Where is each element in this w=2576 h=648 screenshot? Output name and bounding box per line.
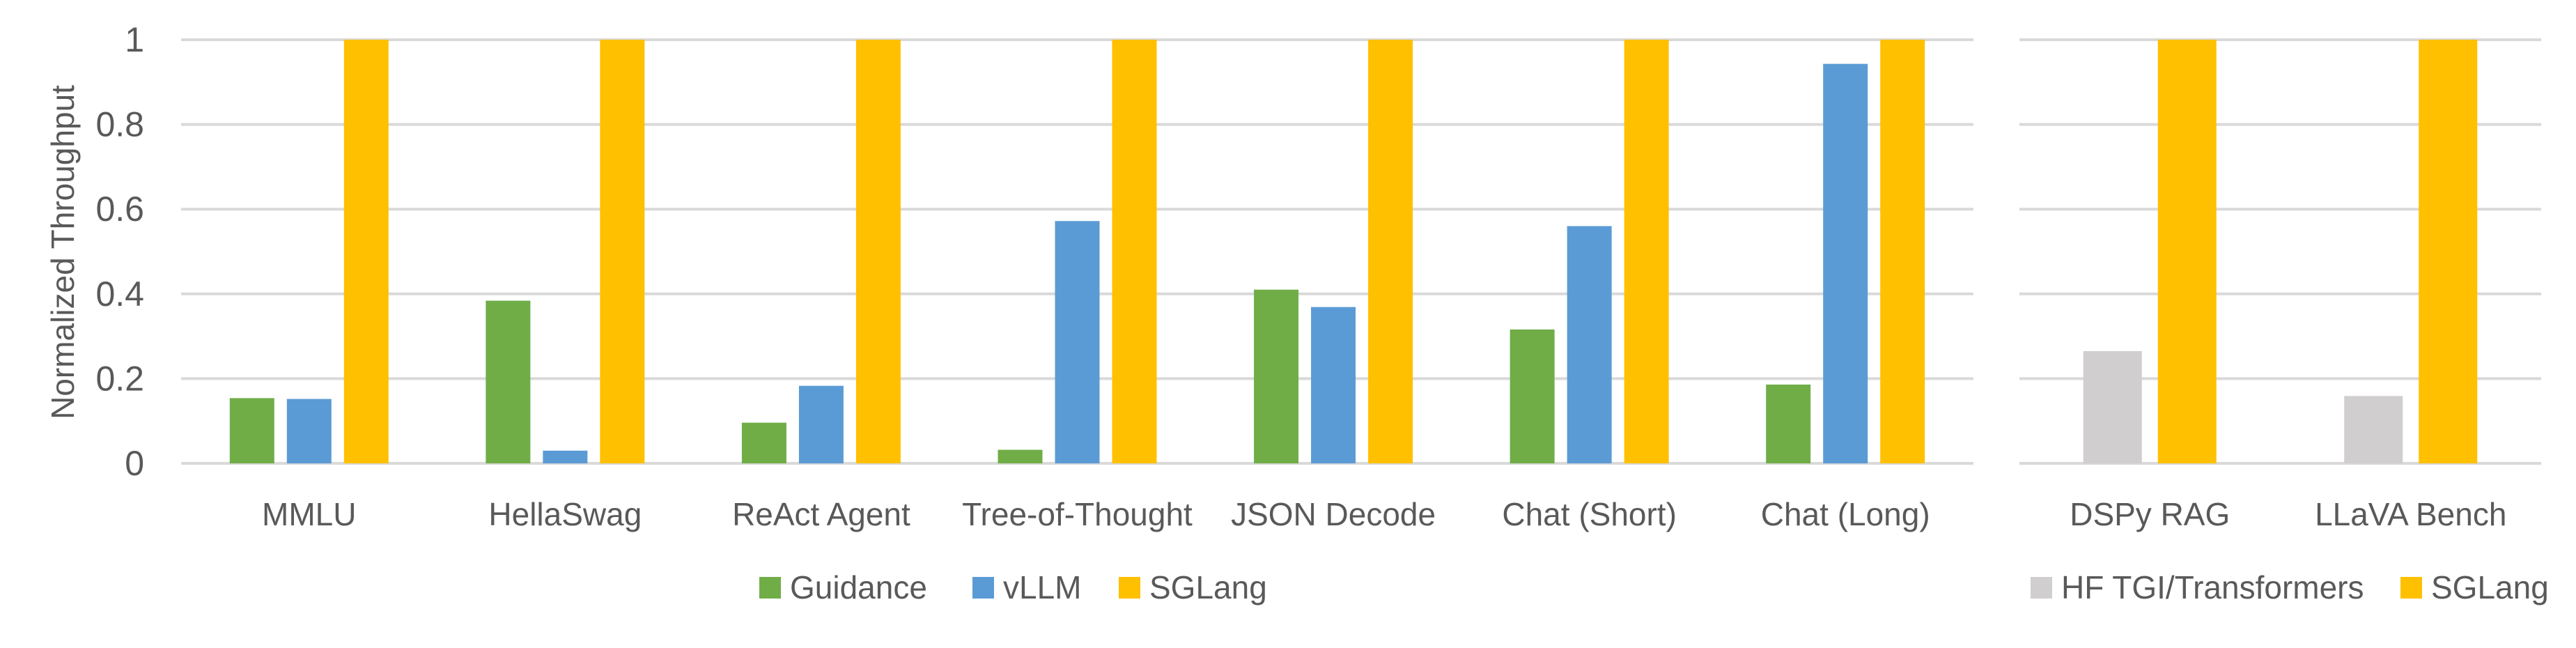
legend-swatch <box>2031 577 2052 599</box>
bar-sglang-chat-long- <box>1880 40 1925 463</box>
y-tick-label: 1 <box>125 20 144 59</box>
bar-guidance-tree-of-thought <box>998 449 1043 463</box>
x-tick-label: LLaVA Bench <box>2315 496 2506 532</box>
y-tick-label: 0.6 <box>95 190 144 229</box>
bar-vllm-chat-long- <box>1823 63 1868 463</box>
x-tick-label: Tree-of-Thought <box>962 496 1193 532</box>
bar-guidance-chat-long- <box>1766 384 1811 463</box>
bar-sglang-tree-of-thought <box>1112 40 1157 463</box>
legend-label: HF TGI/Transformers <box>2061 569 2364 605</box>
bar-guidance-hellaswag <box>486 300 531 463</box>
bar-sglang-hellaswag <box>600 40 645 463</box>
bar-hf-tgi-transformers-dspy-rag <box>2083 350 2142 463</box>
bar-guidance-json-decode <box>1254 289 1299 463</box>
bar-vllm-hellaswag <box>543 450 588 463</box>
legend-label: Guidance <box>790 569 927 605</box>
x-tick-label: Chat (Long) <box>1761 496 1930 532</box>
bar-vllm-tree-of-thought <box>1055 221 1100 463</box>
bar-sglang-json-decode <box>1368 40 1413 463</box>
y-tick-label: 0.2 <box>95 359 144 398</box>
bar-vllm-react-agent <box>798 385 844 463</box>
legend-label: SGLang <box>1149 569 1267 605</box>
bar-sglang-dspy-rag <box>2157 40 2217 463</box>
x-tick-label: Chat (Short) <box>1502 496 1677 532</box>
x-tick-label: ReAct Agent <box>732 496 910 532</box>
x-tick-label: DSPy RAG <box>2070 496 2230 532</box>
legend-swatch <box>2400 577 2422 599</box>
x-tick-label: JSON Decode <box>1231 496 1436 532</box>
bar-guidance-mmlu <box>229 398 274 463</box>
x-tick-label: MMLU <box>262 496 356 532</box>
bar-vllm-json-decode <box>1311 307 1356 463</box>
legend-label: SGLang <box>2431 569 2549 605</box>
x-tick-label: HellaSwag <box>488 496 642 532</box>
legend-swatch <box>972 577 994 599</box>
bar-sglang-chat-short- <box>1624 40 1669 463</box>
bar-sglang-mmlu <box>343 40 389 463</box>
y-tick-label: 0.4 <box>95 275 144 314</box>
y-tick-label: 0.8 <box>95 105 144 144</box>
bar-vllm-mmlu <box>286 399 332 463</box>
bar-hf-tgi-transformers-llava-bench <box>2344 396 2403 463</box>
legend-swatch <box>1119 577 1140 599</box>
y-axis-label: Normalized Throughput <box>45 85 81 419</box>
legend-label: vLLM <box>1003 569 1081 605</box>
y-tick-label: 0 <box>125 444 144 483</box>
bar-guidance-chat-short- <box>1510 329 1555 463</box>
bar-guidance-react-agent <box>741 422 786 463</box>
bar-sglang-llava-bench <box>2419 40 2478 463</box>
bar-vllm-chat-short- <box>1567 226 1612 463</box>
bar-sglang-react-agent <box>855 40 901 463</box>
legend-swatch <box>759 577 781 599</box>
